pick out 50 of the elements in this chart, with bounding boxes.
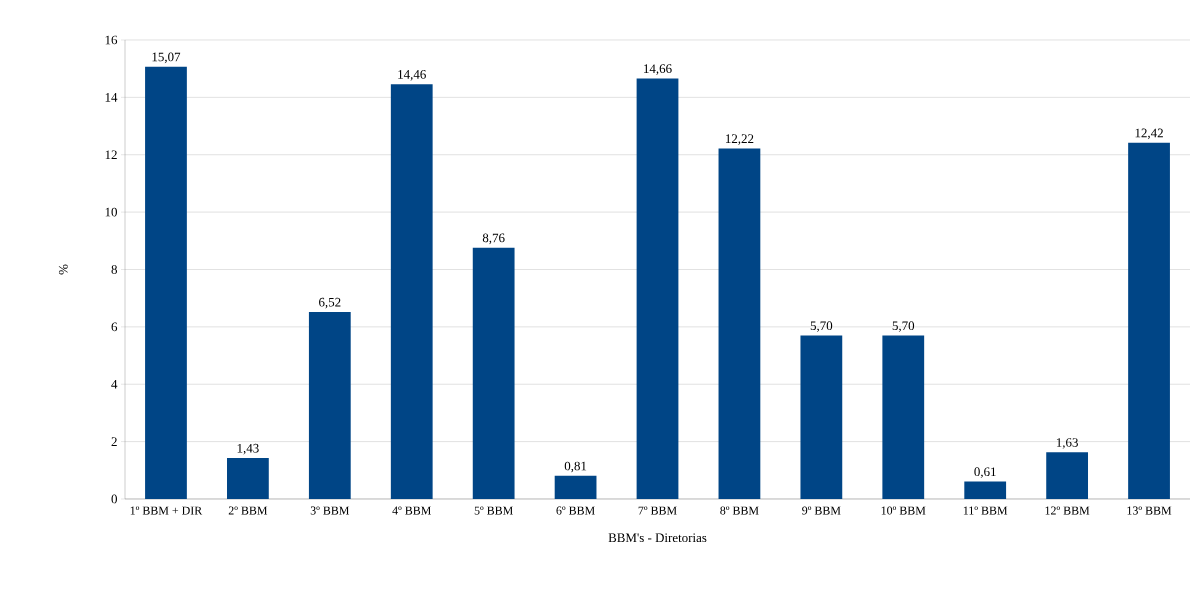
data-label: 14,66 xyxy=(644,64,672,75)
bar xyxy=(472,247,515,499)
y-tick-label: 2 xyxy=(111,437,117,446)
data-label: 14,46 xyxy=(398,70,426,81)
x-tick-label: 13º BBM xyxy=(1127,506,1172,515)
x-tick-label: 10º BBM xyxy=(881,506,926,515)
bar xyxy=(308,311,351,499)
bar xyxy=(636,78,679,499)
data-label: 1,63 xyxy=(1056,438,1078,449)
y-axis-title: % xyxy=(58,264,68,275)
data-label: 0,81 xyxy=(564,461,587,473)
x-tick-label: 5º BBM xyxy=(474,506,513,515)
data-label: 12,42 xyxy=(1135,128,1163,140)
y-tick-label: 0 xyxy=(111,494,117,504)
y-tick-label: 8 xyxy=(111,265,117,274)
x-tick-label: 12º BBM xyxy=(1045,506,1090,515)
bar xyxy=(390,84,433,499)
x-tick-label: 1º BBM + DIR xyxy=(130,506,203,515)
x-tick-label: 3º BBM xyxy=(310,506,350,515)
x-tick-label: 4º BBM xyxy=(392,506,431,515)
x-tick-label: 9º BBM xyxy=(802,506,841,515)
bar xyxy=(800,335,843,499)
bar xyxy=(882,335,925,499)
data-label: 5,70 xyxy=(810,321,833,332)
x-tick-label: 2º BBM xyxy=(228,506,268,515)
data-label: 15,07 xyxy=(152,52,181,64)
y-tick-label: 12 xyxy=(105,150,117,160)
y-tick-label: 14 xyxy=(105,93,118,102)
y-tick-label: 4 xyxy=(111,379,118,389)
x-axis-title: BBM's - Diretorias xyxy=(608,533,707,543)
data-label: 0,61 xyxy=(974,467,996,478)
bar xyxy=(145,66,187,499)
bar xyxy=(554,475,597,499)
y-tick-label: 10 xyxy=(105,207,117,217)
bar xyxy=(964,481,1007,499)
data-label: 5,70 xyxy=(892,321,915,332)
y-tick-label: 16 xyxy=(105,35,118,45)
data-label: 6,52 xyxy=(319,297,341,309)
data-label: 1,43 xyxy=(237,443,259,455)
x-tick-label: 8º BBM xyxy=(720,506,759,515)
data-label: 8,76 xyxy=(482,233,505,245)
x-tick-label: 11º BBM xyxy=(963,506,1008,515)
bar xyxy=(227,457,269,499)
bar xyxy=(718,148,761,499)
x-tick-label: 7º BBM xyxy=(638,506,677,515)
y-tick-label: 6 xyxy=(111,322,118,332)
x-tick-label: 6º BBM xyxy=(556,506,595,515)
bar xyxy=(1128,142,1170,499)
data-label: 12,22 xyxy=(726,134,754,145)
bar xyxy=(1046,452,1089,499)
